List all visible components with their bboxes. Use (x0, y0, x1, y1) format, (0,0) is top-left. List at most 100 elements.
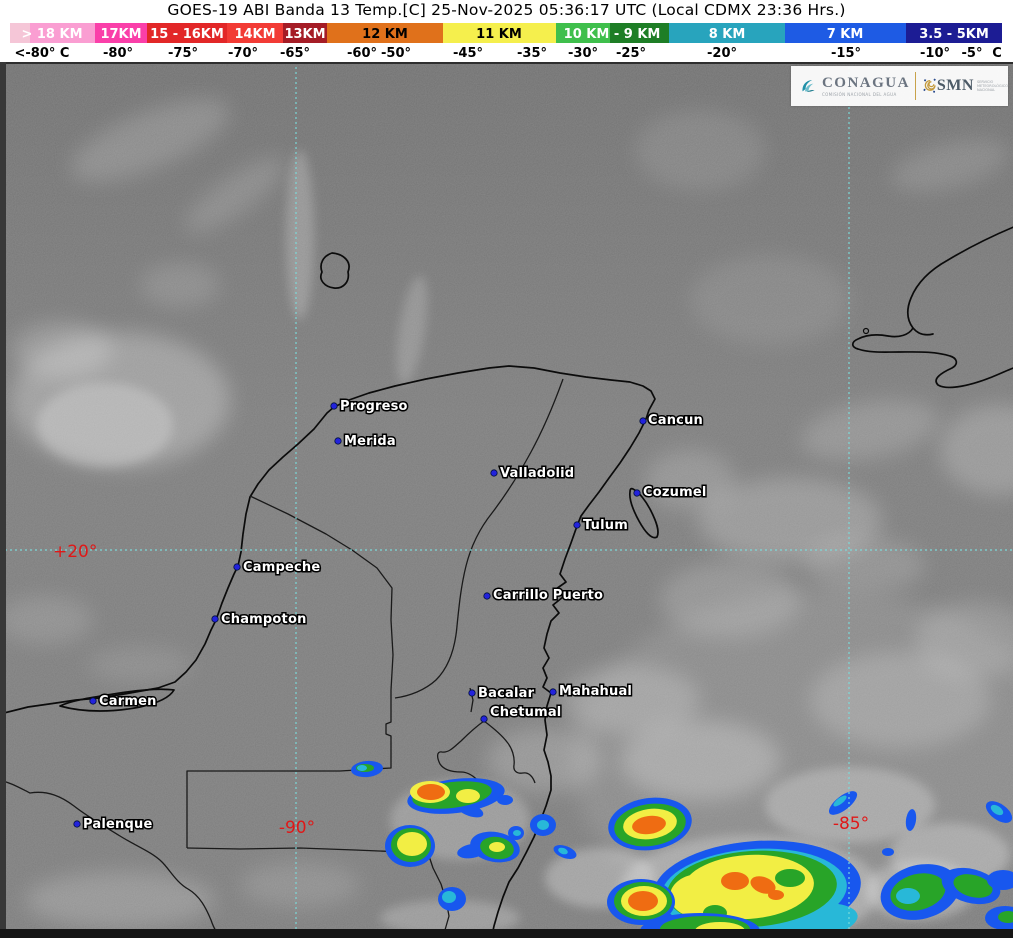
temp-label: -45° (453, 46, 483, 61)
storm-cell (438, 887, 466, 911)
city-label: Campeche (243, 560, 320, 575)
altitude-label: 7 KM (827, 27, 864, 42)
altitude-label: 17KM (100, 27, 141, 42)
city-label: Tulum (583, 518, 628, 533)
political-borders (0, 378, 564, 938)
altitude-label: 8 KM (709, 27, 746, 42)
city-label: Palenque (83, 817, 152, 832)
temp-label: -70° (228, 46, 258, 61)
scale-altitude-labels: > 18 KM 17KM 15 - 16KM 14KM 13KM 12 KM 1… (21, 27, 988, 42)
scale-segment (95, 23, 147, 43)
altitude-label: 12 KM (362, 27, 408, 42)
conagua-icon (802, 80, 815, 92)
city-dot-carrillo-puerto (483, 592, 491, 600)
scale-segment (610, 23, 669, 43)
altitude-label: 15 - 16KM (150, 27, 224, 42)
smn-subtitle-line: METEOROLÓGICO (976, 83, 1008, 88)
temp-label: -10° (920, 46, 950, 61)
storm-cell (407, 778, 513, 818)
city-dot-chetumal (480, 715, 488, 723)
smn-subtitle-line: NACIONAL (976, 88, 996, 93)
altitude-label: 11 KM (476, 27, 522, 42)
cuba-coastline (851, 226, 1013, 389)
city-label: Merida (344, 434, 396, 449)
scale-segment (906, 23, 1002, 43)
city-dot-carmen (89, 697, 97, 705)
temp-label: C (992, 46, 1002, 61)
city-label: Chetumal (490, 705, 561, 720)
storm-cell (941, 867, 1013, 930)
page-title: GOES-19 ABI Banda 13 Temp.[C] 25-Nov-202… (167, 1, 846, 19)
city-dot-mahahual (549, 688, 557, 696)
altitude-label: 13KM (284, 27, 325, 42)
longitude-label: -85° (833, 814, 869, 834)
temp-label: -30° (568, 46, 598, 61)
city-label: Champoton (221, 612, 307, 627)
scale-segment (785, 23, 906, 43)
longitude-label: -90° (279, 818, 315, 838)
map-left-edge (0, 62, 6, 938)
storm-cell (385, 825, 435, 867)
city-dot-champoton (211, 615, 219, 623)
city-dot-merida (334, 437, 342, 445)
scale-segment (327, 23, 443, 43)
altitude-label: 14KM (234, 27, 275, 42)
storm-cell (608, 797, 692, 851)
cuba-islet (862, 327, 870, 335)
map-top-edge (0, 62, 1013, 64)
temp-label: <-80° C (15, 46, 70, 61)
scale-segment (10, 23, 30, 43)
city-dot-progreso (330, 402, 338, 410)
scale-segments (10, 23, 1002, 43)
scale-segment (556, 23, 610, 43)
scale-segment (30, 23, 95, 43)
conagua-subtitle: COMISIÓN NACIONAL DEL AGUA (821, 91, 897, 97)
scale-segment (227, 23, 283, 43)
temp-label: -80° (103, 46, 133, 61)
city-dot-cancun (639, 417, 647, 425)
smn-icon (922, 78, 936, 93)
conagua-wordmark: CONAGUA (821, 74, 910, 91)
smn-subtitle-line: SERVICIO (976, 79, 994, 84)
scale-segment (669, 23, 785, 43)
city-label: Cancun (648, 413, 703, 428)
cuba-lagoon-line (912, 327, 934, 336)
cozumel-island (629, 487, 659, 539)
storm-cell (351, 760, 383, 778)
city-labels: Progreso Merida Cancun Valladolid Cozume… (82, 398, 708, 834)
altitude-label: > 18 KM (21, 27, 82, 42)
agency-logo-box: CONAGUA COMISIÓN NACIONAL DEL AGUA SMN S… (791, 66, 1008, 106)
storm-cell (457, 826, 524, 863)
temp-label: -50° (381, 46, 411, 61)
altitude-temperature-scale: > 18 KM 17KM 15 - 16KM 14KM 13KM 12 KM 1… (10, 23, 1002, 61)
altitude-label: 3.5 - 5KM (919, 27, 989, 42)
latitude-label: +20° (53, 542, 97, 562)
temp-label: -35° (517, 46, 547, 61)
city-markers (73, 402, 647, 828)
city-label: Carrillo Puerto (493, 588, 603, 603)
city-dot-palenque (73, 820, 81, 828)
city-dot-tulum (573, 521, 581, 529)
city-dot-campeche (233, 563, 241, 571)
scale-segment (283, 23, 327, 43)
satellite-map: +20° -90° -85° Progreso Merida Cancun Va (0, 62, 1013, 938)
city-label: Mahahual (559, 684, 632, 699)
temp-label: -15° (831, 46, 861, 61)
altitude-label: 10 KM - 9 KM (564, 27, 661, 42)
storm-cell (828, 791, 1013, 856)
temp-label: -60° (347, 46, 377, 61)
scale-temperature-labels: <-80° C -80° -75° -70° -65° -60° -50° -4… (15, 46, 1002, 61)
city-label: Valladolid (500, 466, 574, 481)
scale-segment (443, 23, 556, 43)
city-label: Carmen (99, 694, 157, 709)
city-label: Bacalar (478, 686, 535, 701)
storm-cell (880, 864, 960, 920)
terminos-lagoon (59, 688, 175, 712)
scale-segment (147, 23, 227, 43)
map-bottom-edge (0, 929, 1013, 938)
smn-wordmark: SMN (936, 77, 974, 94)
city-label: Progreso (340, 399, 408, 414)
temp-label: -5° (962, 46, 983, 61)
smn-subtitle: SERVICIO METEOROLÓGICO NACIONAL (977, 80, 1008, 93)
